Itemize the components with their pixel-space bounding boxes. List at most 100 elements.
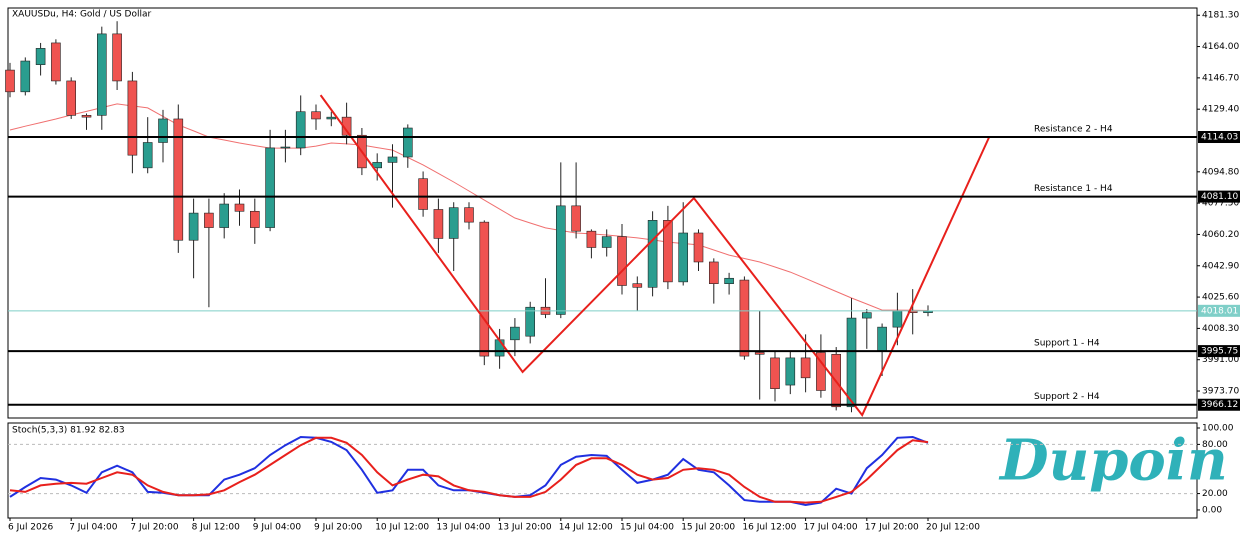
candle-body [35, 48, 46, 65]
watermark: Dupoin [998, 428, 1228, 494]
candle-body [280, 146, 291, 149]
candle-body [571, 205, 581, 232]
price-tag [1198, 345, 1240, 358]
candle-body [433, 209, 444, 239]
candle-body [295, 111, 306, 149]
candle-body [448, 207, 459, 239]
candle-body [66, 80, 76, 116]
candle-body [724, 277, 734, 284]
candle-body [402, 127, 413, 158]
x-tick-label: 10 Jul 12:00 [375, 523, 429, 533]
x-tick-label: 13 Jul 20:00 [498, 523, 552, 533]
x-tick-label: 6 Jul 2026 [8, 523, 53, 533]
candle-body [5, 69, 15, 93]
candle-body [464, 207, 474, 223]
candle-body [158, 118, 168, 143]
candle-body [846, 317, 857, 408]
candle-body [678, 232, 689, 283]
level-name: Resistance 2 - H4 [1034, 125, 1113, 135]
candle-body [418, 178, 428, 210]
stoch-line [9, 435, 929, 507]
x-tick-label: 15 Jul 04:00 [620, 523, 674, 533]
price-tag-label: 4018.01 [1201, 306, 1238, 316]
level-name: Support 2 - H4 [1034, 392, 1100, 402]
y-tick-label: 0.00 [1202, 505, 1222, 515]
price-tag [1198, 190, 1240, 203]
y-tick-label: 4094.80 [1202, 167, 1239, 177]
candle-body [785, 357, 796, 386]
x-tick-label: 8 Jul 12:00 [192, 523, 241, 533]
y-tick-label: 3973.70 [1202, 387, 1239, 397]
level-name: Support 1 - H4 [1034, 339, 1100, 349]
y-tick-label: 4025.60 [1202, 293, 1239, 303]
candle-body [173, 118, 184, 241]
candle-body [663, 220, 673, 283]
candle-body [892, 310, 903, 328]
candle-body [800, 357, 811, 379]
candle-body [204, 212, 214, 228]
candle-body [555, 205, 566, 315]
y-tick-label: 80.00 [1202, 440, 1228, 450]
candle-body [188, 212, 199, 241]
y-tick-label: 4164.00 [1202, 42, 1239, 52]
candle-body [632, 283, 643, 288]
x-tick-label: 13 Jul 04:00 [436, 523, 490, 533]
candle-body [861, 312, 872, 319]
x-tick-label: 20 Jul 12:00 [926, 523, 980, 533]
candle-body [739, 279, 750, 357]
indicator-pane [7, 422, 1198, 519]
candle-body [877, 326, 887, 351]
candle-body [708, 261, 719, 284]
x-tick-label: 15 Jul 20:00 [681, 523, 735, 533]
candle-body [234, 203, 245, 212]
y-tick-label: 3991.00 [1202, 355, 1239, 365]
level-name: Resistance 1 - H4 [1034, 184, 1113, 194]
candle-body [479, 221, 490, 357]
chart-title: XAUUSDu, H4: Gold / US Dollar [12, 10, 152, 20]
stoch-line [9, 436, 929, 504]
x-tick-label: 7 Jul 20:00 [130, 523, 179, 533]
candle-body [311, 111, 321, 120]
y-tick-label: 4042.90 [1202, 261, 1239, 271]
y-tick-label: 4146.70 [1202, 73, 1239, 83]
candle-body [387, 156, 398, 163]
candle-body [816, 352, 826, 391]
candle-body [97, 33, 107, 116]
candle-body [219, 203, 229, 228]
y-tick-label: 4008.30 [1202, 324, 1239, 334]
candle-body [112, 33, 122, 82]
candle-body [617, 236, 627, 286]
candle-body [525, 306, 536, 337]
zigzag [319, 94, 991, 418]
candle-body [770, 357, 780, 389]
indicator-title: Stoch(5,3,3) 81.92 82.83 [12, 426, 125, 436]
candle-body [81, 115, 92, 118]
y-tick-label: 4077.50 [1202, 199, 1239, 209]
price-tag-label: 3966.12 [1201, 400, 1238, 410]
candle-body [250, 210, 260, 228]
candle-body [647, 220, 658, 288]
candle-body [51, 42, 61, 82]
candle-body [494, 339, 505, 357]
main-pane [7, 7, 1198, 419]
candle-body [265, 147, 275, 228]
y-tick-label: 4060.20 [1202, 230, 1239, 240]
candle-body [20, 60, 31, 93]
x-tick-label: 17 Jul 04:00 [804, 523, 858, 533]
candle-body [601, 236, 612, 248]
y-tick-label: 20.00 [1202, 489, 1228, 499]
price-tag-label: 4114.03 [1201, 133, 1238, 143]
x-tick-label: 7 Jul 04:00 [69, 523, 118, 533]
candle-body [142, 142, 153, 169]
x-tick-label: 9 Jul 20:00 [314, 523, 363, 533]
price-tag [1198, 304, 1240, 317]
y-tick-label: 4129.40 [1202, 105, 1239, 115]
candle-body [326, 116, 337, 120]
candle-body [127, 80, 138, 156]
x-tick-label: 17 Jul 20:00 [865, 523, 919, 533]
price-tag-label: 3995.75 [1201, 347, 1238, 357]
x-tick-label: 9 Jul 04:00 [253, 523, 302, 533]
y-tick-label: 100.00 [1202, 424, 1234, 434]
x-tick-label: 14 Jul 12:00 [559, 523, 613, 533]
